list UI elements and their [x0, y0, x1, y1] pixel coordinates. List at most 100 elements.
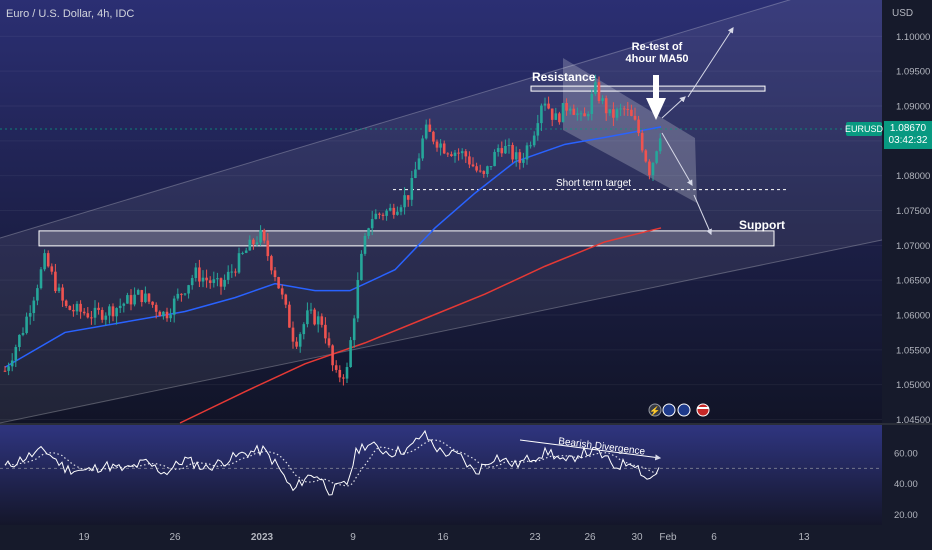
- projection-arrow-long: [687, 26, 734, 98]
- candle-body: [475, 166, 478, 171]
- retest-arrow-icon: [646, 75, 666, 120]
- candle-body: [381, 214, 385, 216]
- candle-body: [57, 287, 61, 292]
- candle-body: [601, 98, 604, 102]
- x-axis-labels[interactable]: 19 26 2023 9 16 23 26 30 Feb 6 13: [78, 532, 810, 543]
- rsi-line[interactable]: [4, 429, 660, 496]
- candle-body: [82, 311, 86, 314]
- event-icons[interactable]: ⚡: [648, 403, 710, 417]
- candle-body: [230, 271, 234, 273]
- us-flag-stripe-icon: [697, 407, 709, 409]
- candle-body: [640, 132, 644, 151]
- candle-body: [619, 108, 622, 110]
- candle-body: [367, 228, 370, 236]
- y-tick-label: 1.06000: [896, 311, 930, 322]
- candle-body: [262, 230, 266, 241]
- candle-body: [644, 150, 648, 162]
- symbol-badge-text: EURUSD: [845, 124, 884, 134]
- support-zone[interactable]: [38, 230, 775, 247]
- candle-body: [507, 145, 511, 147]
- rsi-tick-label: 40.00: [894, 479, 918, 490]
- candle-body: [378, 213, 381, 215]
- candle-body: [637, 119, 640, 133]
- eu-flag-event-icon-2[interactable]: [677, 403, 691, 417]
- candle-body: [327, 338, 331, 346]
- candle-body: [648, 161, 651, 176]
- candle-body: [244, 250, 248, 253]
- candle-body: [273, 270, 277, 278]
- y-tick-label: 1.07000: [896, 241, 930, 252]
- candle-body: [147, 293, 151, 302]
- candle-body: [349, 340, 352, 368]
- ma50-line[interactable]: [4, 126, 662, 368]
- y-tick-label: 1.10000: [896, 32, 930, 43]
- candle-body: [532, 135, 536, 146]
- candle-body: [522, 159, 525, 163]
- candle-body: [525, 145, 529, 160]
- candle-body: [309, 309, 313, 311]
- candle-body: [154, 304, 158, 312]
- candle-body: [633, 115, 637, 120]
- candle-body: [316, 316, 320, 325]
- rsi-pane-background: [0, 425, 882, 525]
- descending-flag-channel: [563, 58, 697, 203]
- candle-body: [7, 366, 10, 371]
- candle-body: [511, 145, 514, 160]
- candle-body: [266, 240, 270, 257]
- candle-body: [496, 148, 500, 152]
- y-tick-label: 1.07500: [896, 206, 930, 217]
- resistance-label: Resistance: [532, 70, 596, 84]
- candle-body: [219, 278, 223, 287]
- candle-body: [180, 293, 183, 295]
- candle-body: [428, 124, 432, 132]
- projection-arrow-upper: [661, 96, 686, 119]
- candle-body: [169, 314, 172, 319]
- candle-body: [424, 124, 428, 139]
- rsi-signal-line: [4, 439, 660, 487]
- candle-body: [331, 345, 334, 366]
- lightning-event-icon[interactable]: [648, 403, 662, 417]
- candle-body: [435, 141, 439, 148]
- candle-body: [651, 162, 655, 176]
- resistance-zone[interactable]: [530, 85, 766, 92]
- candle-body: [590, 93, 594, 115]
- x-tick-label: 16: [437, 532, 449, 543]
- candle-body: [3, 370, 7, 372]
- candle-body: [543, 103, 547, 106]
- candle-body: [172, 298, 176, 315]
- candle-body: [46, 253, 50, 267]
- price-badge[interactable]: EURUSD 1.08670 03:42:32: [845, 121, 932, 150]
- candle-body: [194, 267, 198, 279]
- candle-body: [14, 347, 18, 361]
- symbol-title[interactable]: Euro / U.S. Dollar, 4h, IDC: [6, 8, 134, 20]
- candles[interactable]: [3, 74, 662, 386]
- bearish-divergence-line: [519, 439, 662, 461]
- eu-flag-event-icon[interactable]: [662, 403, 676, 417]
- candle-body: [399, 207, 403, 212]
- candle-body: [540, 105, 543, 124]
- bar-countdown: 03:42:32: [889, 135, 928, 146]
- candle-body: [324, 324, 327, 339]
- x-tick-label: Feb: [659, 532, 677, 543]
- support-label: Support: [739, 218, 785, 232]
- candle-body: [432, 131, 435, 142]
- ma200-line[interactable]: [179, 227, 662, 424]
- candle-body: [298, 334, 302, 347]
- candle-body: [414, 169, 417, 178]
- short-term-target-label: Short term target: [556, 178, 631, 189]
- candle-body: [342, 377, 345, 379]
- candle-body: [226, 271, 230, 280]
- candle-body: [406, 195, 410, 200]
- candle-body: [464, 151, 468, 157]
- us-flag-event-icon[interactable]: [696, 403, 710, 417]
- candle-body: [68, 305, 72, 310]
- candle-body: [446, 153, 450, 155]
- candle-body: [550, 108, 554, 120]
- candle-body: [417, 158, 421, 170]
- candle-body: [482, 171, 486, 175]
- candle-body: [126, 295, 129, 304]
- x-tick-label: 6: [711, 532, 717, 543]
- candle-body: [345, 367, 349, 379]
- candle-body: [190, 278, 194, 286]
- candle-body: [622, 108, 626, 110]
